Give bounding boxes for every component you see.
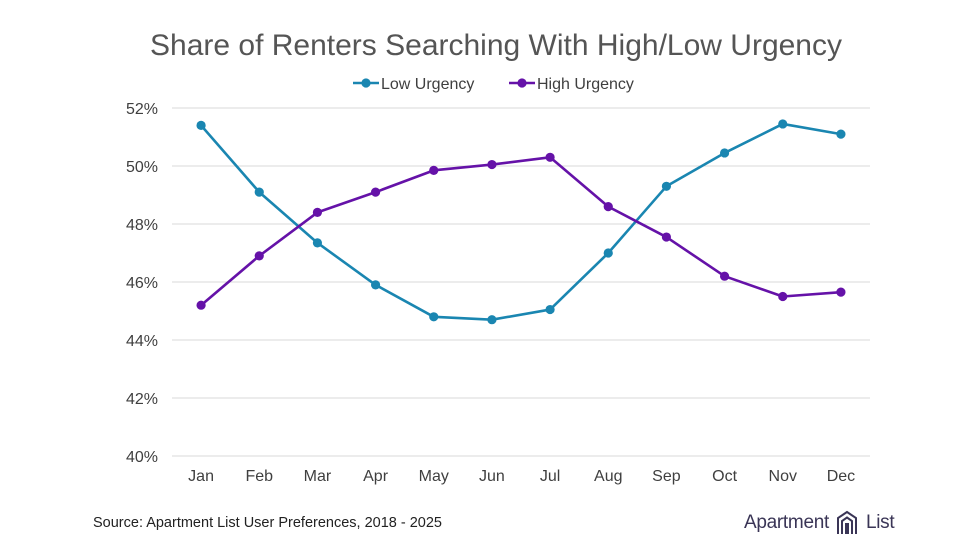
x-tick-label: Jan [188,468,214,485]
legend-item: High Urgency [509,76,634,93]
data-point [545,304,555,315]
data-point [254,251,264,261]
x-tick-label: Sep [652,468,681,485]
data-point [487,159,497,170]
data-point [487,315,497,325]
x-tick-label: Dec [827,468,855,485]
x-tick-label: Mar [304,468,332,485]
x-tick-label: May [419,468,449,485]
legend-label: High Urgency [537,76,634,93]
data-point [196,300,206,310]
y-tick-label: 52% [126,101,158,118]
data-point [370,187,381,197]
series-low-urgency [196,119,846,325]
x-tick-label: Nov [769,468,797,485]
legend: Low Urgency High Urgency [353,76,634,93]
data-point [603,202,613,212]
data-point [719,148,730,158]
series-high-urgency [196,152,846,310]
data-point [661,181,672,191]
data-point [312,207,323,217]
legend-marker [361,78,371,88]
series-line [200,156,842,307]
x-tick-label: Jul [540,468,560,485]
x-tick-label: Oct [712,468,737,485]
y-tick-label: 46% [126,275,158,292]
data-point [196,120,206,130]
brand-name-right: List [865,512,895,533]
source-note: Source: Apartment List User Preferences,… [93,515,442,531]
apartment-list-logo-icon [834,510,860,536]
data-point [370,280,381,290]
y-tick-label: 44% [126,333,158,350]
legend-marker [517,78,527,88]
y-tick-label: 40% [126,449,158,466]
brand-logo: Apartment List [744,510,895,536]
data-point [778,291,788,302]
x-tick-label: Aug [594,468,622,485]
data-point [661,232,672,242]
y-tick-label: 48% [126,217,158,234]
brand-name-left: Apartment [744,512,829,533]
data-point [719,271,730,281]
x-axis: Jan Feb Mar Apr May Jun Jul Aug Sep Oct Nov Dec [188,468,855,485]
series-group [196,119,846,325]
x-tick-label: Apr [363,468,389,485]
chart-title: Share of Renters Searching With High/Low… [150,29,842,62]
legend-label: Low Urgency [381,76,474,93]
data-point [603,248,613,258]
y-tick-label: 42% [126,391,158,408]
data-point [429,312,439,322]
x-tick-label: Feb [245,468,273,485]
data-point [778,119,788,129]
data-point [836,287,846,297]
x-tick-label: Jun [479,468,505,485]
data-point [836,129,846,139]
data-point [429,165,439,175]
gridlines [172,107,870,457]
data-point [254,187,264,197]
y-axis: 40% 42% 44% 46% 48% 50% 52% [126,101,158,466]
y-tick-label: 50% [126,159,158,176]
legend-item: Low Urgency [353,76,474,93]
series-line [200,122,842,322]
data-point [312,238,323,248]
data-point [545,152,555,162]
